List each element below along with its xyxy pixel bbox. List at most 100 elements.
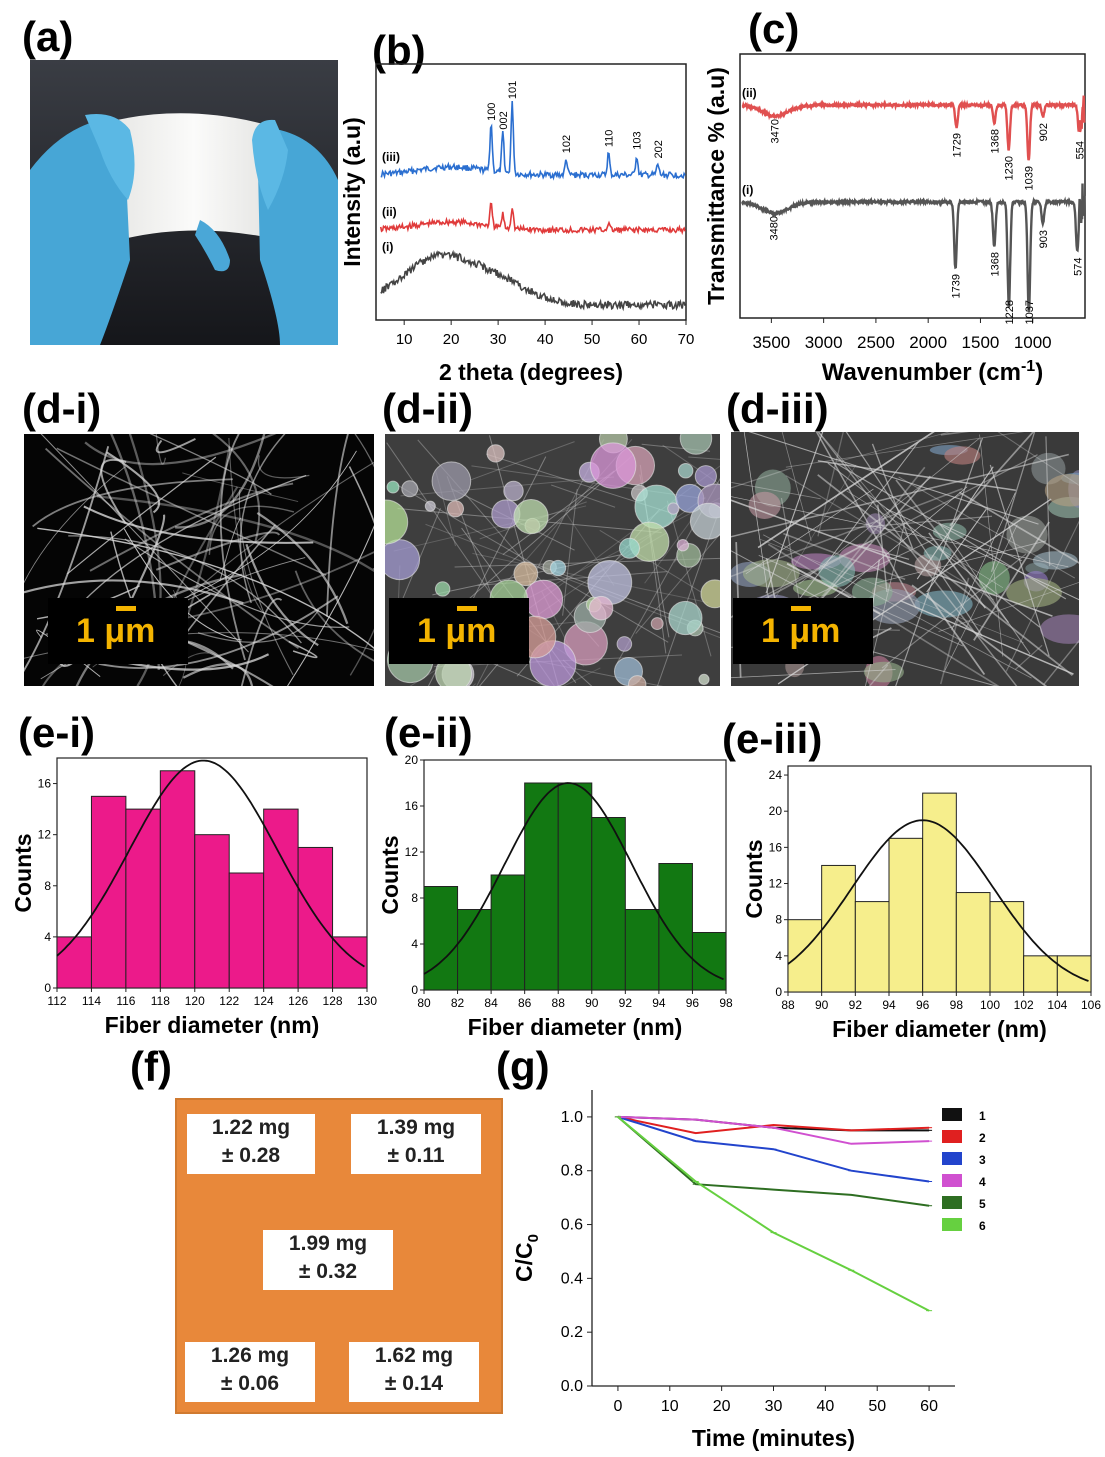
gaussian-fit: [787, 819, 1089, 982]
fiber-strand: [951, 492, 1016, 631]
fiber-strand: [551, 484, 616, 508]
peak-label: 110: [604, 130, 616, 148]
legend-swatch: [942, 1152, 962, 1165]
kinetics-series-line: [617, 1116, 930, 1312]
x-tick-label: 106: [1081, 998, 1101, 1012]
fiber-strand: [155, 531, 281, 571]
band-label: 1368: [989, 252, 1001, 276]
y-tick-label: 4: [411, 937, 418, 951]
zno-particle: [589, 442, 637, 489]
fiber-strand: [731, 481, 821, 500]
scale-bar: [791, 606, 811, 611]
y-tick-label: 20: [405, 753, 419, 767]
fiber-strand: [818, 515, 993, 532]
histogram-bar: [955, 892, 991, 993]
ftir-chart: 3500 3000 2500 2000 1500 1000 Wavenumber (cm-1…: [700, 50, 1105, 395]
y-tick-label: 0.4: [561, 1270, 583, 1287]
fiber-strand: [286, 525, 374, 686]
fiber-strand: [731, 499, 1053, 617]
peak-label: 002: [498, 111, 510, 129]
x-tick-label: 84: [484, 996, 498, 1010]
zno-particle: [668, 600, 703, 636]
fiber-strand: [656, 506, 720, 686]
histogram-e-ii-plot: 80 82 84 86 88 90 92 94 96 98 0 4 8 12 16 20 Fiber diame…: [377, 753, 733, 1040]
x-axis-label: Fiber diameter (nm): [105, 1012, 320, 1038]
fiber-strand: [56, 447, 327, 576]
y-axis-label: Counts: [377, 835, 403, 914]
scale-bar-box: 1 μm: [48, 598, 188, 664]
xrd-series-line: [380, 249, 686, 312]
legend-swatch: [942, 1196, 962, 1209]
x-tick-label: 104: [1047, 998, 1067, 1012]
scale-bar: [116, 606, 136, 611]
zno-particle: [523, 579, 564, 620]
mass-sd: ± 0.28: [221, 1144, 281, 1167]
legend-label: 2: [979, 1131, 986, 1145]
y-tick-label: 4: [44, 930, 51, 944]
x-tick-label: 92: [619, 996, 633, 1010]
series-label: (ii): [742, 86, 757, 100]
zno-particle: [401, 480, 419, 498]
legend-swatch: [942, 1218, 962, 1231]
x-tick-label: 30: [765, 1398, 783, 1415]
fiber-strand: [288, 640, 318, 659]
y-tick-label: 0: [411, 983, 418, 997]
x-tick-label: 40: [537, 331, 554, 348]
histogram-bar: [194, 834, 230, 989]
mass-sd: ± 0.06: [220, 1372, 280, 1395]
zno-particle: [698, 673, 710, 685]
film-patch: [944, 446, 981, 465]
fiber-strand: [885, 508, 1079, 601]
band-label: 3480: [768, 216, 780, 240]
x-tick-label: 114: [82, 994, 101, 1008]
fiber-strand: [635, 533, 720, 634]
mass-value: 1.62 mg: [374, 1344, 454, 1367]
panel-label-e-ii: (e-ii): [384, 709, 473, 756]
fiber-strand: [938, 521, 1031, 655]
zno-particle: [616, 636, 633, 652]
x-tick-label: 30: [490, 331, 507, 348]
y-tick-label: 0.0: [561, 1378, 583, 1395]
x-tick-label: 90: [585, 996, 599, 1010]
mass-value: 1.39 mg: [376, 1116, 456, 1139]
fiber-strand: [219, 434, 246, 661]
band-label: 1230: [1004, 156, 1016, 180]
fiber-strand: [24, 466, 126, 584]
fiber-strand: [393, 505, 587, 552]
y-tick-label: 12: [38, 828, 52, 842]
x-axis-label: Fiber diameter (nm): [832, 1016, 1047, 1042]
fiber-strand: [926, 592, 986, 676]
histogram-bar: [787, 919, 823, 993]
y-tick-label: 12: [405, 845, 419, 859]
fiber-strand: [79, 474, 307, 606]
fiber-strand: [1043, 639, 1079, 685]
x-tick-label: 98: [950, 998, 964, 1012]
fiber-strand: [895, 479, 1010, 624]
fiber-strand: [871, 443, 914, 549]
zno-particle: [667, 502, 680, 515]
histogram-e-i: 112 114 116 118 120 122 124 126 128 130 0 4 8 12 16 Fib…: [0, 752, 380, 1042]
zno-particle: [431, 461, 472, 502]
mass-bottom-right: 1.62 mg ± 0.14: [349, 1342, 479, 1402]
x-tick-label: 118: [151, 994, 170, 1008]
fiber-strand: [944, 524, 1018, 671]
fiber-strand: [245, 543, 319, 647]
fiber-strand: [895, 437, 984, 686]
zno-particle: [424, 500, 436, 512]
fiber-strand: [817, 460, 1016, 492]
x-tick-label: 50: [584, 331, 601, 348]
scale-bar: [457, 606, 477, 611]
sem-particles-d-ii: [385, 434, 720, 686]
histogram-e-iii-plot: 88 90 92 94 96 98 100 102 104 106 0 4 8 12 16 20 24 Fiber…: [741, 765, 1101, 1042]
x-tick-label: 0: [613, 1398, 622, 1415]
fiber-strand: [66, 456, 217, 575]
mass-value: 1.26 mg: [210, 1344, 290, 1367]
fiber-strand: [688, 456, 720, 460]
legend-label: 3: [979, 1153, 986, 1167]
band-label: 1739: [950, 274, 962, 298]
fiber-strand: [940, 432, 970, 436]
fiber-strand: [32, 478, 233, 528]
zno-particle: [549, 559, 567, 577]
fiber-strand: [84, 434, 277, 466]
x-tick-label: 40: [816, 1398, 834, 1415]
